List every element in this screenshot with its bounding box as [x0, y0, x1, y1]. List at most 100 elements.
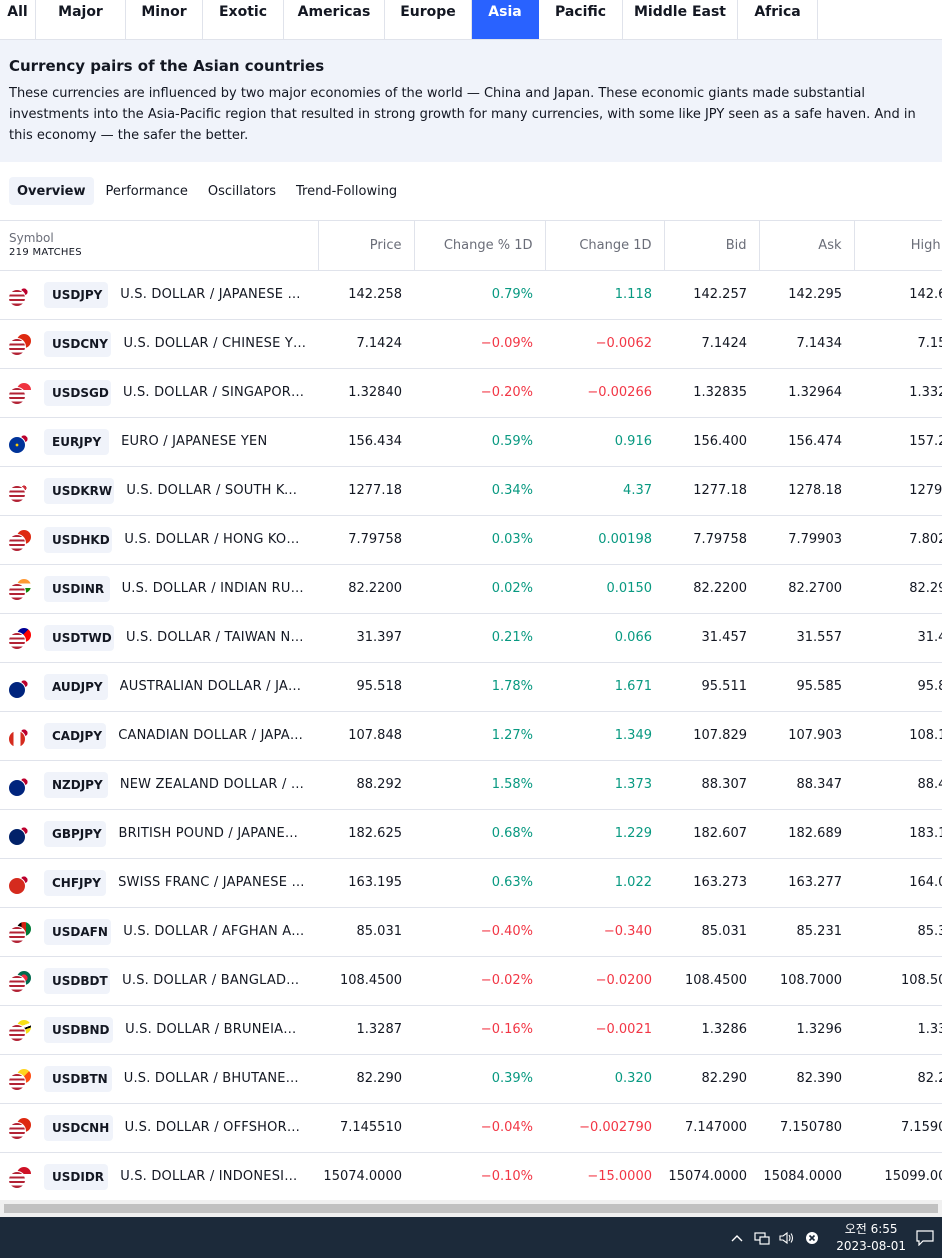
column-header-symbol[interactable]: Symbol 219 MATCHES	[0, 221, 319, 271]
ticker-badge[interactable]: USDINR	[44, 575, 110, 602]
table-row[interactable]: USDINR U.S. DOLLAR / INDIAN RUPEE 82.2200 0…	[0, 564, 942, 614]
change-cell: 4.37	[545, 466, 664, 516]
high-cell: 7.159090	[854, 1103, 942, 1153]
horizontal-scrollbar[interactable]	[0, 1200, 942, 1217]
pair-description: U.S. DOLLAR / CHINESE YUAN	[123, 336, 306, 351]
table-row[interactable]: USDIDR U.S. DOLLAR / INDONESIAN … 15074.00…	[0, 1152, 942, 1200]
region-tab-minor[interactable]: Minor	[126, 0, 203, 39]
tab-oscillators[interactable]: Oscillators	[207, 183, 277, 199]
region-tab-pacific[interactable]: Pacific	[539, 0, 623, 39]
column-header-change-percent[interactable]: Change % 1D	[414, 221, 546, 271]
volume-icon[interactable]	[776, 1227, 798, 1249]
base-currency-flag-icon	[8, 484, 26, 503]
ask-cell: 142.295	[759, 270, 854, 320]
table-row[interactable]: USDHKD U.S. DOLLAR / HONG KONG … 7.79758 0.…	[0, 515, 942, 565]
tab-overview[interactable]: Overview	[9, 177, 94, 205]
pair-description: SWISS FRANC / JAPANESE YEN	[118, 875, 306, 890]
ticker-badge[interactable]: CHFJPY	[44, 869, 107, 896]
ticker-badge[interactable]: USDJPY	[44, 281, 109, 308]
ticker-badge[interactable]: USDTWD	[44, 624, 114, 651]
ticker-badge[interactable]: USDKRW	[44, 477, 115, 504]
tab-performance[interactable]: Performance	[105, 183, 188, 199]
ticker-badge[interactable]: USDBDT	[44, 967, 111, 994]
high-cell: 108.123	[854, 711, 942, 761]
change-cell: −15.0000	[545, 1152, 664, 1200]
region-tab-africa[interactable]: Africa	[738, 0, 818, 39]
column-header-ask[interactable]: Ask	[759, 221, 855, 271]
ticker-badge[interactable]: USDSGD	[44, 379, 111, 406]
price-cell: 108.4500	[318, 956, 414, 1006]
ticker-badge[interactable]: USDCNY	[44, 330, 112, 357]
region-tab-major[interactable]: Major	[36, 0, 126, 39]
high-cell: 82.290	[854, 1054, 942, 1104]
table-row[interactable]: USDKRW U.S. DOLLAR / SOUTH KORE… 1277.18 0.…	[0, 466, 942, 516]
table-row[interactable]: USDBTN U.S. DOLLAR / BHUTANESE … 82.290 0.3…	[0, 1054, 942, 1104]
column-header-high[interactable]: High 1D	[854, 221, 942, 271]
price-cell: 82.290	[318, 1054, 414, 1104]
price-cell: 1277.18	[318, 466, 414, 516]
base-currency-flag-icon	[8, 827, 26, 846]
ticker-badge[interactable]: CADJPY	[44, 722, 107, 749]
bid-cell: 182.607	[664, 809, 759, 859]
section-title: Currency pairs of the Asian countries	[9, 57, 325, 75]
change-percent-cell: 0.39%	[414, 1054, 545, 1104]
region-tab-all[interactable]: All	[0, 0, 36, 39]
chevron-up-icon[interactable]	[726, 1227, 748, 1249]
table-row[interactable]: USDCNY U.S. DOLLAR / CHINESE YUAN 7.1424 −0…	[0, 319, 942, 369]
table-row[interactable]: USDBND U.S. DOLLAR / BRUNEIAN D… 1.3287 −0.…	[0, 1005, 942, 1055]
ticker-badge[interactable]: USDAFN	[44, 918, 112, 945]
ticker-badge[interactable]: USDBND	[44, 1016, 114, 1043]
price-cell: 182.625	[318, 809, 414, 859]
pair-description: NEW ZEALAND DOLLAR / JA…	[119, 777, 306, 792]
region-tab-americas[interactable]: Americas	[284, 0, 385, 39]
high-cell: 88.498	[854, 760, 942, 810]
table-row[interactable]: CHFJPY SWISS FRANC / JAPANESE YEN 163.195 0…	[0, 858, 942, 908]
table-row[interactable]: EURJPY EURO / JAPANESE YEN 156.434 0.59% 0.9…	[0, 417, 942, 467]
ticker-badge[interactable]: USDHKD	[44, 526, 113, 553]
ticker-badge[interactable]: GBPJPY	[44, 820, 107, 847]
change-percent-cell: −0.04%	[414, 1103, 545, 1153]
notification-icon[interactable]	[914, 1227, 936, 1249]
table-row[interactable]: USDJPY U.S. DOLLAR / JAPANESE YEN 142.258 0…	[0, 270, 942, 320]
region-tab-asia[interactable]: Asia	[472, 0, 539, 39]
price-cell: 142.258	[318, 270, 414, 320]
network-icon[interactable]	[751, 1227, 773, 1249]
currency-flags-icon	[8, 822, 32, 846]
table-row[interactable]: CADJPY CANADIAN DOLLAR / JAPANE… 107.848 1.…	[0, 711, 942, 761]
table-row[interactable]: NZDJPY NEW ZEALAND DOLLAR / JA… 88.292 1.58…	[0, 760, 942, 810]
clock-date: 2023-08-01	[836, 1238, 906, 1253]
currency-flags-icon	[8, 969, 32, 993]
table-row[interactable]: USDCNH U.S. DOLLAR / OFFSHORE C… 7.145510−…	[0, 1103, 942, 1153]
region-tab-exotic[interactable]: Exotic	[203, 0, 284, 39]
view-tabs: Overview Performance Oscillators Trend-Foll…	[9, 177, 405, 205]
bid-cell: 82.2200	[664, 564, 759, 614]
system-clock[interactable]: 오전 6:55 2023-08-01	[836, 1221, 906, 1255]
table-row[interactable]: USDAFN U.S. DOLLAR / AFGHAN AFG… 85.031 −0.…	[0, 907, 942, 957]
bid-cell: 156.400	[664, 417, 759, 467]
change-percent-cell: 0.68%	[414, 809, 545, 859]
ticker-badge[interactable]: USDCNH	[44, 1114, 113, 1141]
region-tab-middle-east[interactable]: Middle East	[623, 0, 738, 39]
ticker-badge[interactable]: USDBTN	[44, 1065, 112, 1092]
tab-trend-following[interactable]: Trend-Following	[296, 183, 398, 199]
currency-table: Symbol 219 MATCHES Price Change % 1D Cha…	[0, 221, 942, 1200]
ticker-badge[interactable]: NZDJPY	[44, 771, 108, 798]
ticker-badge[interactable]: EURJPY	[44, 428, 110, 455]
base-currency-flag-icon	[8, 680, 26, 699]
table-row[interactable]: GBPJPY BRITISH POUND / JAPANESE … 182.625 0…	[0, 809, 942, 859]
column-header-change[interactable]: Change 1D	[545, 221, 665, 271]
pair-description: U.S. DOLLAR / JAPANESE YEN	[120, 287, 306, 302]
table-row[interactable]: AUDJPY AUSTRALIAN DOLLAR / JAPA… 95.518 1.7…	[0, 662, 942, 712]
price-cell: 7.145510	[318, 1103, 414, 1153]
column-header-bid[interactable]: Bid	[664, 221, 760, 271]
status-x-icon[interactable]	[801, 1227, 823, 1249]
region-tab-europe[interactable]: Europe	[385, 0, 472, 39]
ticker-badge[interactable]: AUDJPY	[44, 673, 108, 700]
pair-description: U.S. DOLLAR / TAIWAN NEW…	[126, 630, 306, 645]
scrollbar-thumb[interactable]	[4, 1204, 938, 1213]
ticker-badge[interactable]: USDIDR	[44, 1163, 109, 1190]
table-row[interactable]: USDTWD U.S. DOLLAR / TAIWAN NEW… 31.397 0.2…	[0, 613, 942, 663]
table-row[interactable]: USDBDT U.S. DOLLAR / BANGLADESH… 108.4500−…	[0, 956, 942, 1006]
column-header-price[interactable]: Price	[318, 221, 415, 271]
